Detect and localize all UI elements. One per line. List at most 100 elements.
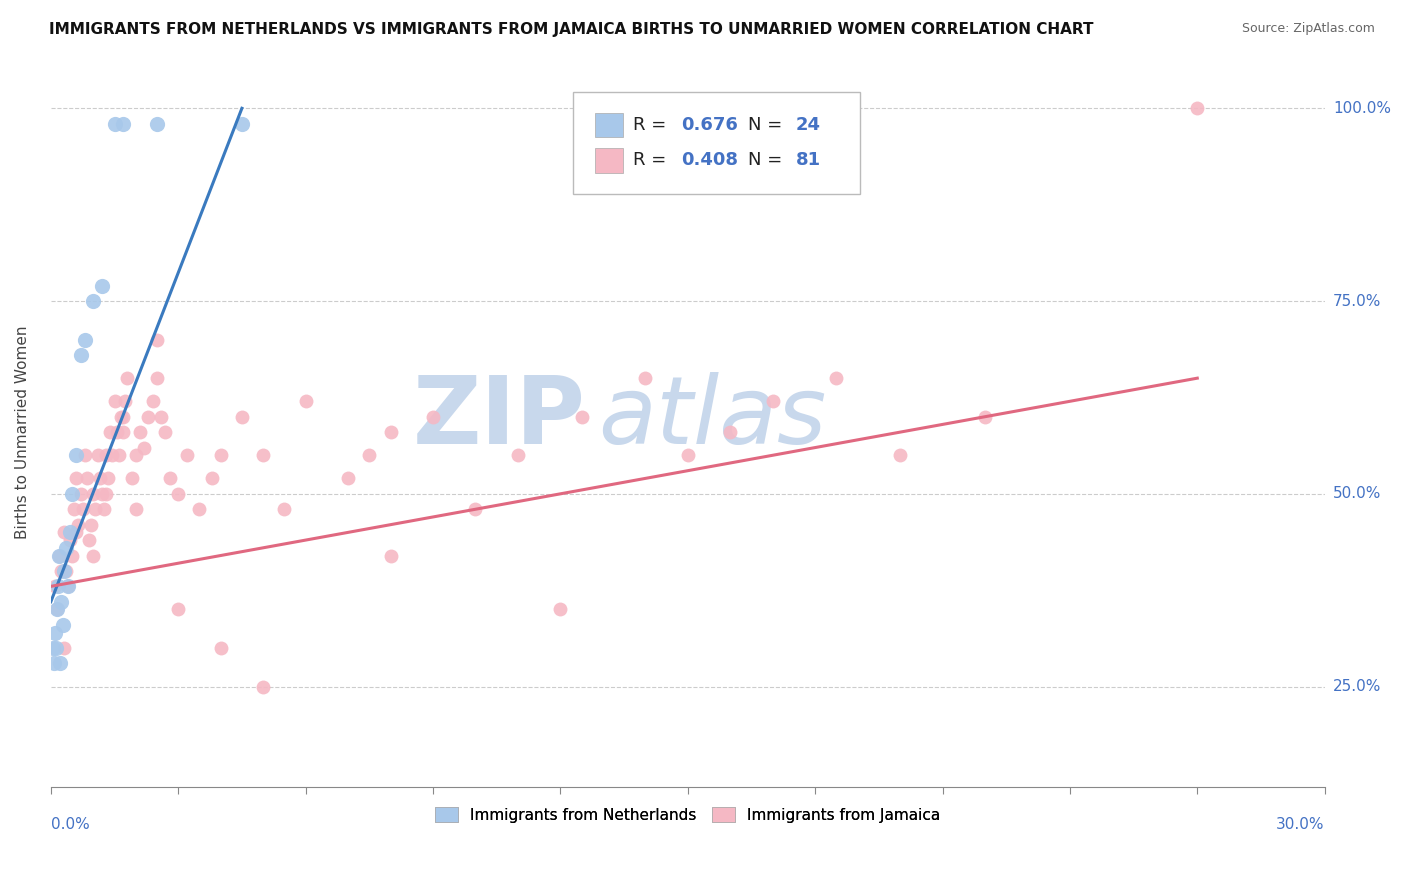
Point	[55, 564, 77, 578]
Point	[550, 602, 572, 616]
Point	[46, 602, 69, 616]
Point	[506, 448, 529, 462]
Point	[111, 409, 134, 424]
Point	[48, 579, 70, 593]
Point	[44, 657, 66, 671]
Point	[201, 471, 224, 485]
Point	[59, 525, 82, 540]
Point	[73, 333, 96, 347]
Legend: Immigrants from Netherlands, Immigrants from Jamaica: Immigrants from Netherlands, Immigrants …	[429, 801, 946, 829]
Point	[134, 441, 156, 455]
Point	[209, 448, 232, 462]
Point	[101, 448, 124, 462]
Text: Source: ZipAtlas.com: Source: ZipAtlas.com	[1241, 22, 1375, 36]
Text: 81: 81	[796, 152, 821, 169]
Point	[142, 394, 165, 409]
Point	[44, 625, 66, 640]
Point	[111, 425, 134, 439]
Point	[51, 564, 73, 578]
Point	[77, 533, 100, 547]
Point	[380, 549, 402, 563]
FancyBboxPatch shape	[595, 112, 623, 137]
Point	[634, 371, 657, 385]
Point	[1187, 101, 1209, 115]
Y-axis label: Births to Unmarried Women: Births to Unmarried Women	[15, 326, 30, 539]
Point	[103, 394, 125, 409]
Text: R =: R =	[633, 152, 672, 169]
Point	[65, 448, 87, 462]
Text: 0.676: 0.676	[682, 116, 738, 134]
Point	[252, 680, 274, 694]
Point	[167, 602, 190, 616]
Point	[48, 549, 70, 563]
Point	[42, 641, 65, 656]
Point	[98, 425, 121, 439]
Point	[80, 517, 103, 532]
Text: 50.0%: 50.0%	[1333, 486, 1381, 501]
Point	[52, 641, 75, 656]
Point	[86, 448, 108, 462]
Point	[51, 595, 73, 609]
Point	[94, 448, 117, 462]
Point	[103, 117, 125, 131]
Point	[571, 409, 593, 424]
Point	[150, 409, 173, 424]
Point	[67, 517, 90, 532]
Point	[82, 294, 104, 309]
Point	[422, 409, 444, 424]
Point	[82, 549, 104, 563]
Point	[146, 371, 169, 385]
Point	[55, 541, 77, 555]
Point	[65, 525, 87, 540]
Point	[110, 409, 132, 424]
Point	[52, 618, 75, 632]
Point	[231, 117, 253, 131]
Point	[107, 448, 129, 462]
Point	[46, 602, 69, 616]
Point	[231, 409, 253, 424]
Point	[464, 502, 486, 516]
Point	[69, 487, 91, 501]
Point	[48, 549, 70, 563]
Point	[380, 425, 402, 439]
Text: 0.408: 0.408	[682, 152, 738, 169]
Point	[45, 641, 67, 656]
Point	[159, 471, 181, 485]
Point	[114, 394, 136, 409]
Point	[65, 471, 87, 485]
Point	[188, 502, 211, 516]
Point	[676, 448, 699, 462]
Point	[89, 471, 111, 485]
Point	[82, 487, 104, 501]
Text: 0.0%: 0.0%	[51, 817, 90, 832]
Text: ZIP: ZIP	[413, 372, 586, 464]
Point	[129, 425, 152, 439]
Point	[294, 394, 316, 409]
Point	[63, 502, 86, 516]
Point	[76, 471, 98, 485]
Point	[125, 448, 148, 462]
Text: N =: N =	[748, 152, 787, 169]
Point	[69, 348, 91, 362]
Point	[73, 448, 96, 462]
Text: R =: R =	[633, 116, 672, 134]
Point	[90, 487, 112, 501]
Point	[125, 502, 148, 516]
Text: atlas: atlas	[599, 373, 827, 464]
Point	[94, 487, 117, 501]
Point	[889, 448, 911, 462]
Point	[121, 471, 143, 485]
Point	[52, 564, 75, 578]
Point	[59, 533, 82, 547]
Text: 25.0%: 25.0%	[1333, 679, 1381, 694]
Point	[56, 579, 79, 593]
FancyBboxPatch shape	[595, 148, 623, 173]
Point	[111, 117, 134, 131]
Point	[60, 549, 83, 563]
Text: 30.0%: 30.0%	[1277, 817, 1324, 832]
FancyBboxPatch shape	[574, 92, 859, 194]
Point	[84, 502, 107, 516]
Point	[146, 333, 169, 347]
Text: N =: N =	[748, 116, 787, 134]
Point	[252, 448, 274, 462]
